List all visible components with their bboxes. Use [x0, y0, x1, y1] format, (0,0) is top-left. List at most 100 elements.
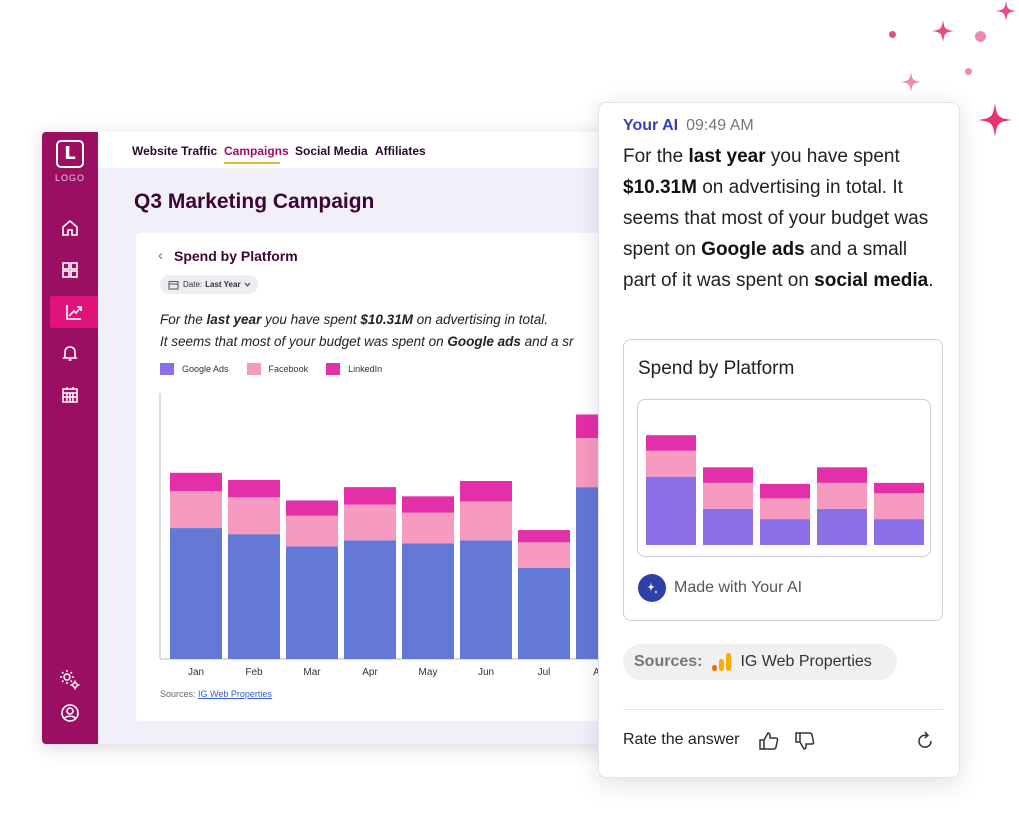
sparkle-icon — [901, 72, 921, 92]
bar-google-ads — [344, 540, 396, 659]
bar-facebook — [518, 542, 570, 568]
mini-bar-linkedin — [646, 435, 696, 451]
ai-sources-label: Sources: — [634, 653, 703, 670]
analytics-icon[interactable] — [50, 296, 98, 328]
x-tick-label: Jul — [538, 667, 551, 678]
calendar-filter-icon — [168, 280, 179, 289]
legend-swatch — [326, 363, 341, 375]
bar-facebook — [286, 515, 338, 547]
bar-google-ads — [402, 543, 454, 659]
mini-bar-facebook — [703, 482, 753, 509]
tab-affiliates[interactable]: Affiliates — [375, 144, 426, 158]
mini-bar-google-ads — [760, 519, 810, 545]
mini-bar-facebook — [817, 482, 867, 509]
ai-sparkle-icon — [638, 574, 666, 602]
bar-linkedin — [518, 530, 570, 543]
bar-facebook — [402, 512, 454, 544]
bar-google-ads — [228, 534, 280, 659]
ai-chart-title: Spend by Platform — [638, 358, 795, 379]
bar-linkedin — [402, 496, 454, 513]
date-filter-value: Last Year — [205, 280, 241, 289]
settings-icon[interactable] — [42, 664, 98, 696]
ai-answer-panel: Your AI 09:49 AM For the last year you ha… — [598, 102, 960, 778]
sparkle-icon — [932, 20, 954, 42]
app-window: L LOGO Website Traffic Campaigns Social … — [42, 132, 642, 744]
divider — [623, 709, 943, 710]
sparkle-dot — [965, 68, 972, 75]
active-tab-indicator — [224, 162, 280, 164]
stacked-bar-chart: JanFebMarAprMayJunJulAug — [159, 393, 642, 678]
google-analytics-icon — [712, 653, 732, 671]
mini-bar-facebook — [874, 493, 924, 520]
tab-website-traffic[interactable]: Website Traffic — [132, 144, 218, 158]
dashboard-icon[interactable] — [42, 254, 98, 286]
back-icon[interactable]: ‹ — [158, 247, 163, 264]
bar-facebook — [170, 491, 222, 529]
mini-bar-facebook — [646, 450, 696, 477]
bar-linkedin — [170, 472, 222, 492]
top-nav: Website Traffic Campaigns Social Media A… — [98, 132, 642, 168]
calendar-icon[interactable] — [42, 379, 98, 411]
ai-header: Your AI 09:49 AM — [623, 117, 754, 135]
bar-linkedin — [228, 479, 280, 498]
chart-legend: Google Ads Facebook LinkedIn — [160, 363, 400, 375]
bar-google-ads — [170, 528, 222, 659]
tab-campaigns[interactable]: Campaigns — [224, 144, 289, 158]
ai-timestamp: 09:49 AM — [686, 117, 754, 134]
ai-sources[interactable]: Sources: IG Web Properties — [623, 644, 897, 680]
card-summary: For the last year you have spent $10.31M… — [160, 312, 574, 349]
tab-social-media[interactable]: Social Media — [295, 144, 368, 158]
mini-bar-google-ads — [874, 519, 924, 545]
x-tick-label: Feb — [245, 667, 263, 678]
legend-swatch — [246, 363, 261, 375]
mini-bar-google-ads — [646, 476, 696, 545]
mini-bar-google-ads — [817, 508, 867, 545]
thumbs-up-icon[interactable] — [757, 729, 781, 753]
legend-item: LinkedIn — [326, 363, 382, 375]
card-title: Spend by Platform — [174, 248, 298, 264]
mini-stacked-bar-chart — [646, 435, 924, 545]
thumbs-down-icon[interactable] — [793, 729, 817, 753]
bar-facebook — [344, 504, 396, 541]
page-title: Q3 Marketing Campaign — [134, 190, 375, 213]
mini-bar-facebook — [760, 498, 810, 520]
bar-linkedin — [344, 487, 396, 505]
x-tick-label: Apr — [362, 667, 378, 678]
made-with-label: Made with Your AI — [638, 574, 802, 602]
ai-chart-card[interactable]: Spend by Platform Made with Your AI — [623, 339, 943, 621]
mini-bar-google-ads — [703, 508, 753, 545]
date-filter-label: Date: — [183, 280, 203, 289]
rate-label: Rate the answer — [623, 731, 740, 748]
notifications-icon[interactable] — [42, 337, 98, 369]
sparkle-icon — [996, 1, 1016, 21]
x-tick-label: Mar — [303, 667, 321, 678]
bar-google-ads — [460, 540, 512, 659]
mini-bar-linkedin — [817, 467, 867, 483]
sparkle-icon — [978, 103, 1012, 137]
ai-chart-preview — [637, 399, 931, 557]
ai-message: For the last year you have spent $10.31M… — [623, 146, 934, 291]
sources-link[interactable]: IG Web Properties — [198, 689, 272, 699]
sidebar: L LOGO — [42, 132, 98, 744]
card-sources: Sources: IG Web Properties — [160, 689, 272, 699]
mini-bar-linkedin — [703, 467, 753, 483]
legend-item: Google Ads — [160, 363, 229, 375]
bar-linkedin — [286, 500, 338, 516]
chevron-down-icon — [244, 282, 250, 287]
mini-bar-linkedin — [760, 483, 810, 499]
bar-google-ads — [286, 546, 338, 659]
x-tick-label: May — [419, 667, 438, 678]
ai-name: Your AI — [623, 117, 679, 134]
profile-icon[interactable] — [42, 697, 98, 729]
sparkle-dot — [889, 31, 896, 38]
home-icon[interactable] — [42, 212, 98, 244]
sparkle-dot — [975, 31, 986, 42]
mini-bar-linkedin — [874, 482, 924, 494]
bar-facebook — [460, 501, 512, 541]
bar-google-ads — [518, 567, 570, 659]
regenerate-icon[interactable] — [913, 729, 937, 753]
bar-linkedin — [460, 480, 512, 502]
bar-facebook — [228, 497, 280, 535]
date-filter-dropdown[interactable]: Date: Last Year — [160, 275, 258, 294]
legend-item: Facebook — [246, 363, 308, 375]
